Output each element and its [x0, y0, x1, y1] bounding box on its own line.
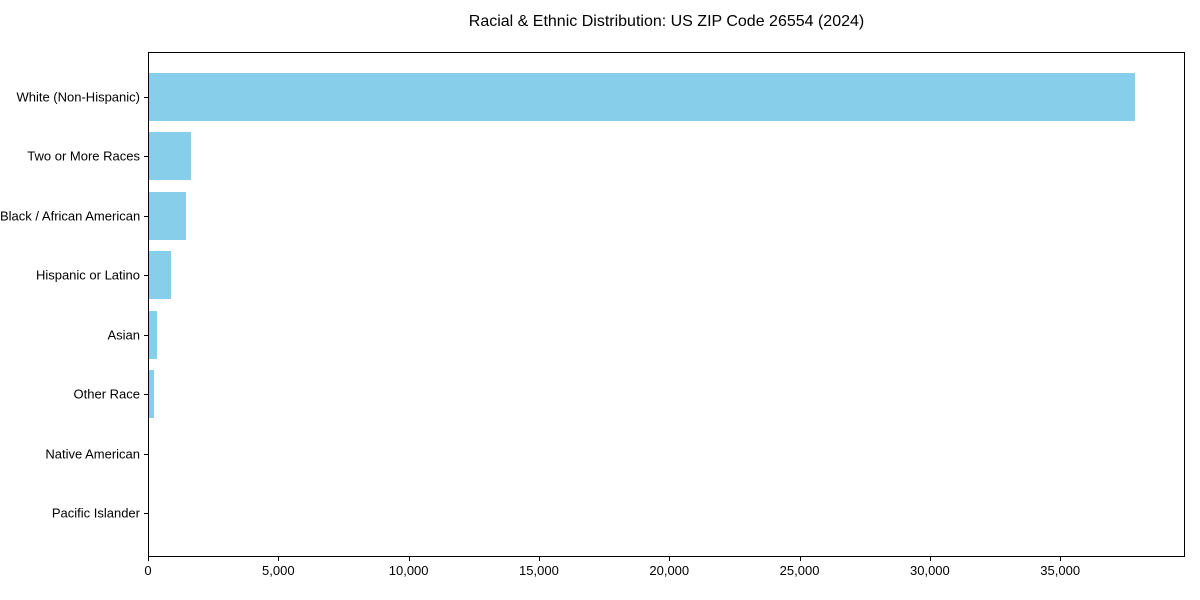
x-tick-mark [408, 557, 410, 561]
y-tick-label-black-african-american: Black / African American [0, 208, 141, 224]
x-tick-mark [1060, 557, 1062, 561]
chart-title: Racial & Ethnic Distribution: US ZIP Cod… [468, 13, 865, 30]
bar-asian [149, 310, 158, 359]
y-tick-label-other-race: Other Race [73, 386, 140, 402]
bar-black-african-american [149, 191, 187, 240]
x-tick-mark [669, 557, 671, 561]
y-tick-mark [144, 513, 148, 514]
x-tick-mark [538, 557, 540, 561]
x-tick-label-10000: 10,000 [388, 563, 429, 578]
x-tick-label-30000: 30,000 [909, 563, 950, 578]
x-tick-label-0: 0 [144, 563, 152, 578]
y-tick-mark [144, 97, 148, 98]
x-tick-label-35000: 35,000 [1040, 563, 1081, 578]
y-tick-label-native-american: Native American [45, 446, 140, 462]
bar-hispanic-or-latino [149, 251, 172, 300]
y-tick-label-pacific-islander: Pacific Islander [51, 505, 140, 521]
y-tick-label-asian: Asian [107, 327, 140, 343]
y-tick-mark [144, 275, 148, 277]
y-tick-mark [144, 215, 148, 217]
bar-white-non-hispanic [149, 73, 1135, 121]
x-tick-label-5000: 5,000 [262, 563, 295, 578]
x-tick-mark [929, 557, 931, 561]
x-tick-label-20000: 20,000 [649, 563, 690, 578]
x-tick-mark [278, 557, 280, 561]
x-tick-mark [799, 557, 801, 561]
plot-area [148, 52, 1185, 557]
x-tick-mark [148, 557, 149, 561]
y-tick-label-hispanic-or-latino: Hispanic or Latino [35, 267, 140, 283]
bar-two-or-more-races [149, 132, 192, 181]
x-tick-label-25000: 25,000 [779, 563, 820, 578]
y-tick-mark [144, 334, 148, 336]
x-tick-label-15000: 15,000 [519, 563, 559, 578]
y-tick-label-two-or-more-races: Two or More Races [27, 148, 140, 164]
y-tick-mark [144, 394, 148, 396]
y-tick-mark [144, 453, 148, 455]
y-tick-mark [144, 156, 148, 158]
y-tick-label-white-non-hispanic: White (Non-Hispanic) [16, 89, 140, 105]
bar-other-race [149, 370, 154, 419]
